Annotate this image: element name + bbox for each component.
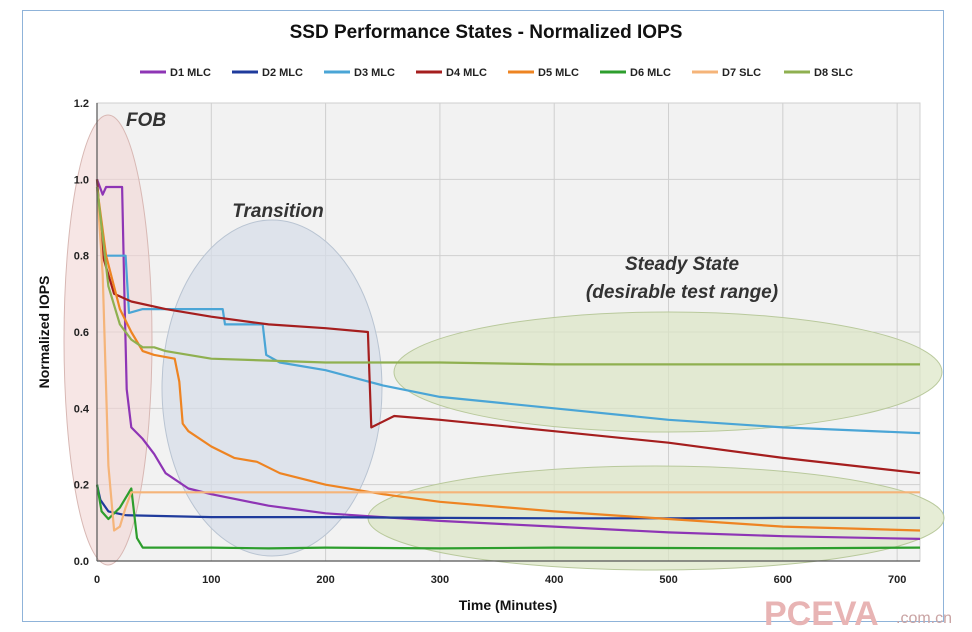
legend: D1 MLC D2 MLC D3 MLC D4 MLC D5 MLC D6 MLC D7 S… — [140, 67, 853, 79]
series-line-d7-slc — [95, 186, 920, 532]
series-line-d8-slc — [95, 186, 920, 366]
y-tick-label: 0.2 — [74, 480, 89, 492]
fob-region — [63, 114, 153, 566]
x-tick-label: 700 — [888, 574, 906, 586]
x-tick-label: 100 — [202, 574, 220, 586]
x-tick-label: 600 — [774, 574, 792, 586]
steady-region-upper — [393, 311, 943, 433]
watermark-suffix: .com.cn — [896, 610, 952, 627]
chart-title: SSD Performance States - Normalized IOPS — [290, 22, 683, 43]
transition-annotation: Transition — [232, 201, 324, 222]
series-line-d2-mlc — [95, 484, 920, 520]
legend-label: D5 MLC — [538, 67, 579, 79]
series-line-d1-mlc — [95, 178, 921, 540]
transition-region — [161, 219, 383, 557]
axes: 0 100 200 300 400 500 600 700 0.0 0.2 0.4 0.6 0.8 1.0… — [74, 98, 920, 586]
legend-label: D3 MLC — [354, 67, 395, 79]
legend-label: D6 MLC — [630, 67, 671, 79]
y-tick-label: 1.2 — [74, 98, 89, 110]
y-tick-label: 0.4 — [74, 403, 90, 415]
legend-label: D1 MLC — [170, 67, 211, 79]
x-tick-label: 200 — [316, 574, 334, 586]
y-tick-label: 1.0 — [74, 174, 89, 186]
y-tick-label: 0.6 — [74, 327, 89, 339]
series-lines — [95, 178, 921, 550]
x-axis-label: Time (Minutes) — [459, 597, 558, 613]
series-line-d5-mlc — [95, 186, 921, 532]
y-tick-label: 0.8 — [74, 251, 89, 263]
legend-label: D2 MLC — [262, 67, 303, 79]
steady-annotation-line1: Steady State — [625, 254, 739, 275]
y-axis-label: Normalized IOPS — [36, 276, 52, 389]
x-tick-label: 0 — [94, 574, 100, 586]
steady-annotation-line2: (desirable test range) — [586, 282, 778, 303]
legend-label: D4 MLC — [446, 67, 487, 79]
x-tick-label: 400 — [545, 574, 563, 586]
legend-label: D8 SLC — [814, 67, 853, 79]
watermark-brand: PCEVA — [764, 595, 879, 632]
series-line-d3-mlc — [95, 179, 921, 435]
x-tick-label: 300 — [431, 574, 449, 586]
series-line-d4-mlc — [95, 179, 921, 475]
fob-annotation: FOB — [126, 110, 166, 131]
legend-label: D7 SLC — [722, 67, 761, 79]
y-tick-label: 0.0 — [74, 556, 89, 568]
x-tick-label: 500 — [659, 574, 677, 586]
watermark: PCEVA .com.cn — [764, 595, 952, 632]
